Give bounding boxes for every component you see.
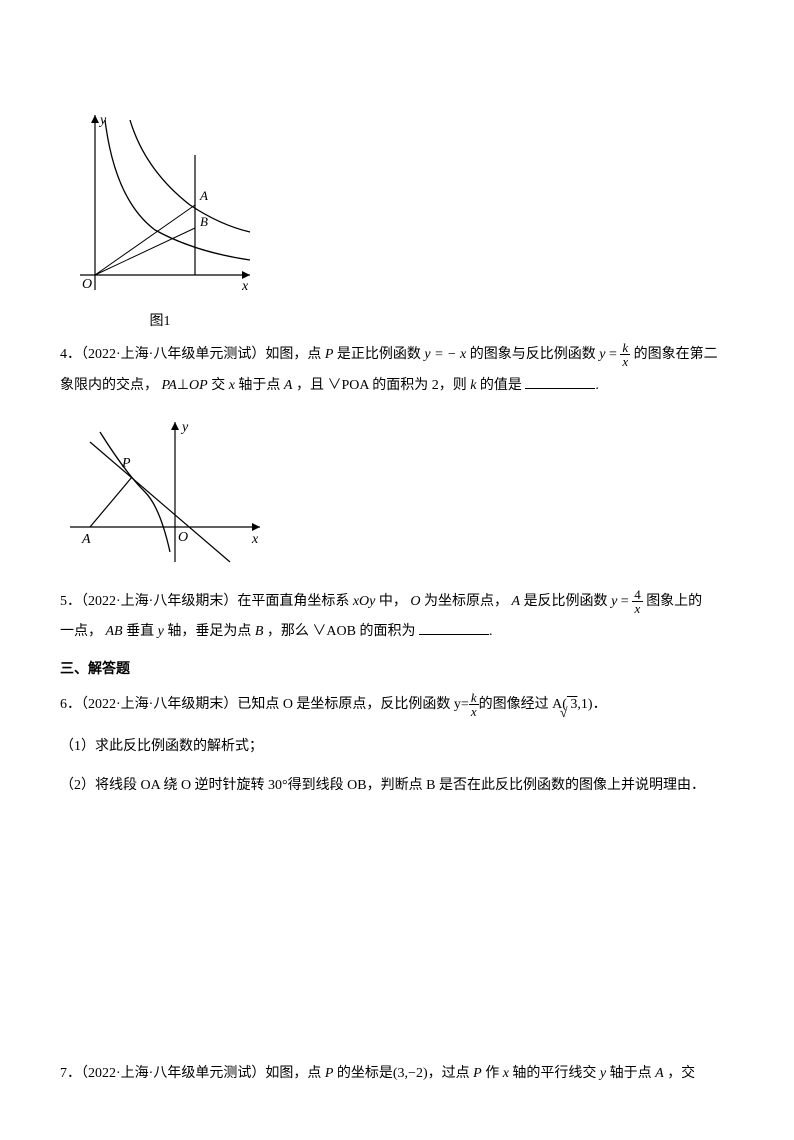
q4-k: k [470, 378, 476, 393]
q4-prefix: 4．（2022·上海·八年级单元测试）如图，点 [60, 347, 321, 362]
q7-x: x [503, 1066, 509, 1081]
q4-frac-den: x [620, 355, 630, 368]
q6-frac-den: x [469, 705, 479, 718]
q4-frac: kx [620, 341, 630, 368]
figure-2: P O y x A [60, 417, 734, 572]
q5-xoy: xOy [353, 594, 376, 609]
svg-text:B: B [200, 214, 208, 229]
q5-period: . [489, 624, 493, 639]
q5-mid5: 垂直 [126, 624, 154, 639]
q6-sub2: （2）将线段 OA 绕 O 逆时针旋转 30°得到线段 OB，判断点 B 是否在… [60, 771, 734, 802]
q4-PA: PA [162, 378, 177, 393]
q7-P: P [325, 1066, 334, 1081]
figure-2-svg: P O y x A [60, 417, 270, 567]
q7-y: y [600, 1066, 606, 1081]
q4-mid1: 是正比例函数 [337, 347, 421, 362]
q5-A: A [512, 594, 521, 609]
problem-6: 6．（2022·上海·八年级期末）已知点 O 是坐标原点，反比例函数 y=kx的… [60, 688, 734, 722]
q5-frac-num: 4 [632, 588, 643, 602]
q6-frac: kx [469, 691, 479, 718]
svg-text:x: x [251, 532, 259, 547]
q4-frac-num: k [620, 341, 630, 355]
figure-1: O y x A B 图1 [60, 110, 734, 330]
q5-mid7: ，那么 [267, 624, 309, 639]
q4-mid3: 的图象在第二 [634, 347, 718, 362]
q4-mid8: 的值是 [480, 378, 522, 393]
svg-text:y: y [98, 113, 107, 128]
q7-P2: P [473, 1066, 482, 1081]
q5-mid4: 图象上的 [646, 594, 702, 609]
q5-tri: ∨AOB [312, 624, 356, 639]
q7-mid5: ，交 [667, 1066, 695, 1081]
q5-mid8: 的面积为 [359, 624, 415, 639]
q7-mid4: 轴于点 [610, 1066, 652, 1081]
q4-mid7: 的面积为 2，则 [372, 378, 467, 393]
q5-mid3: 是反比例函数 [524, 594, 608, 609]
section-3-title: 三、解答题 [60, 658, 734, 678]
q5-AB: AB [106, 624, 123, 639]
q6-sqrt3: 3√ [567, 697, 578, 712]
q4-mid2: 的图象与反比例函数 [470, 347, 596, 362]
figure-1-svg: O y x A B [60, 110, 260, 300]
q5-mid1: 中， [379, 594, 407, 609]
q7-mid2: 作 [485, 1066, 499, 1081]
q5-line2a: 一点， [60, 624, 102, 639]
q6-sub1: （1）求此反比例函数的解析式； [60, 732, 734, 763]
q4-x: x [229, 378, 235, 393]
q7-mid1: 的坐标是(3,−2)，过点 [337, 1066, 470, 1081]
q5-blank [419, 620, 489, 635]
svg-text:y: y [180, 420, 189, 435]
q4-tri: ∨POA [327, 378, 368, 393]
q4-perp: ⊥ [177, 378, 189, 393]
q4-blank [525, 374, 595, 389]
problem-7: 7．（2022·上海·八年级单元测试）如图，点 P 的坐标是(3,−2)，过点 … [60, 1059, 734, 1090]
q6-mid2: ,1)． [577, 697, 606, 712]
q7-mid3: 轴的平行线交 [512, 1066, 596, 1081]
svg-text:O: O [178, 530, 188, 545]
q5-frac-den: x [632, 602, 643, 615]
figure-1-caption: 图1 [60, 310, 260, 330]
q4-P: P [325, 347, 334, 362]
svg-text:O: O [82, 277, 92, 292]
q4-OP: OP [189, 378, 208, 393]
q5-O: O [410, 594, 420, 609]
q4-mid4: 交 [211, 378, 225, 393]
spacing-gap [60, 809, 734, 1049]
q5-y: y [158, 624, 164, 639]
q4-eq1-rhs: = − x [431, 347, 467, 362]
q4-mid6: ，且 [296, 378, 324, 393]
q7-text: 7．（2022·上海·八年级单元测试）如图，点 [60, 1066, 321, 1081]
q5-mid2: 为坐标原点， [424, 594, 508, 609]
q4-A: A [284, 378, 293, 393]
q5-eq-eq: = [617, 594, 632, 609]
q5-mid6: 轴，垂足为点 [167, 624, 251, 639]
q6-prefix: 6．（2022·上海·八年级期末）已知点 O 是坐标原点，反比例函数 y= [60, 697, 469, 712]
svg-text:x: x [241, 279, 249, 294]
q6-frac-num: k [469, 691, 479, 705]
q4-period: . [595, 378, 599, 393]
q6-mid1: 的图像经过 A( [479, 697, 567, 712]
problem-5: 5．（2022·上海·八年级期末）在平面直角坐标系 xOy 中， O 为坐标原点… [60, 587, 734, 649]
q5-prefix: 5．（2022·上海·八年级期末）在平面直角坐标系 [60, 594, 349, 609]
q5-frac: 4x [632, 588, 643, 615]
q4-mid5: 轴于点 [238, 378, 280, 393]
svg-text:P: P [121, 456, 131, 471]
q5-B: B [255, 624, 264, 639]
q7-A: A [655, 1066, 664, 1081]
q4-eq2-eq: = [605, 347, 620, 362]
q4-line2a: 象限内的交点， [60, 378, 158, 393]
svg-text:A: A [81, 532, 91, 547]
problem-4: 4．（2022·上海·八年级单元测试）如图，点 P 是正比例函数 y = − x… [60, 340, 734, 402]
svg-text:A: A [199, 188, 208, 203]
